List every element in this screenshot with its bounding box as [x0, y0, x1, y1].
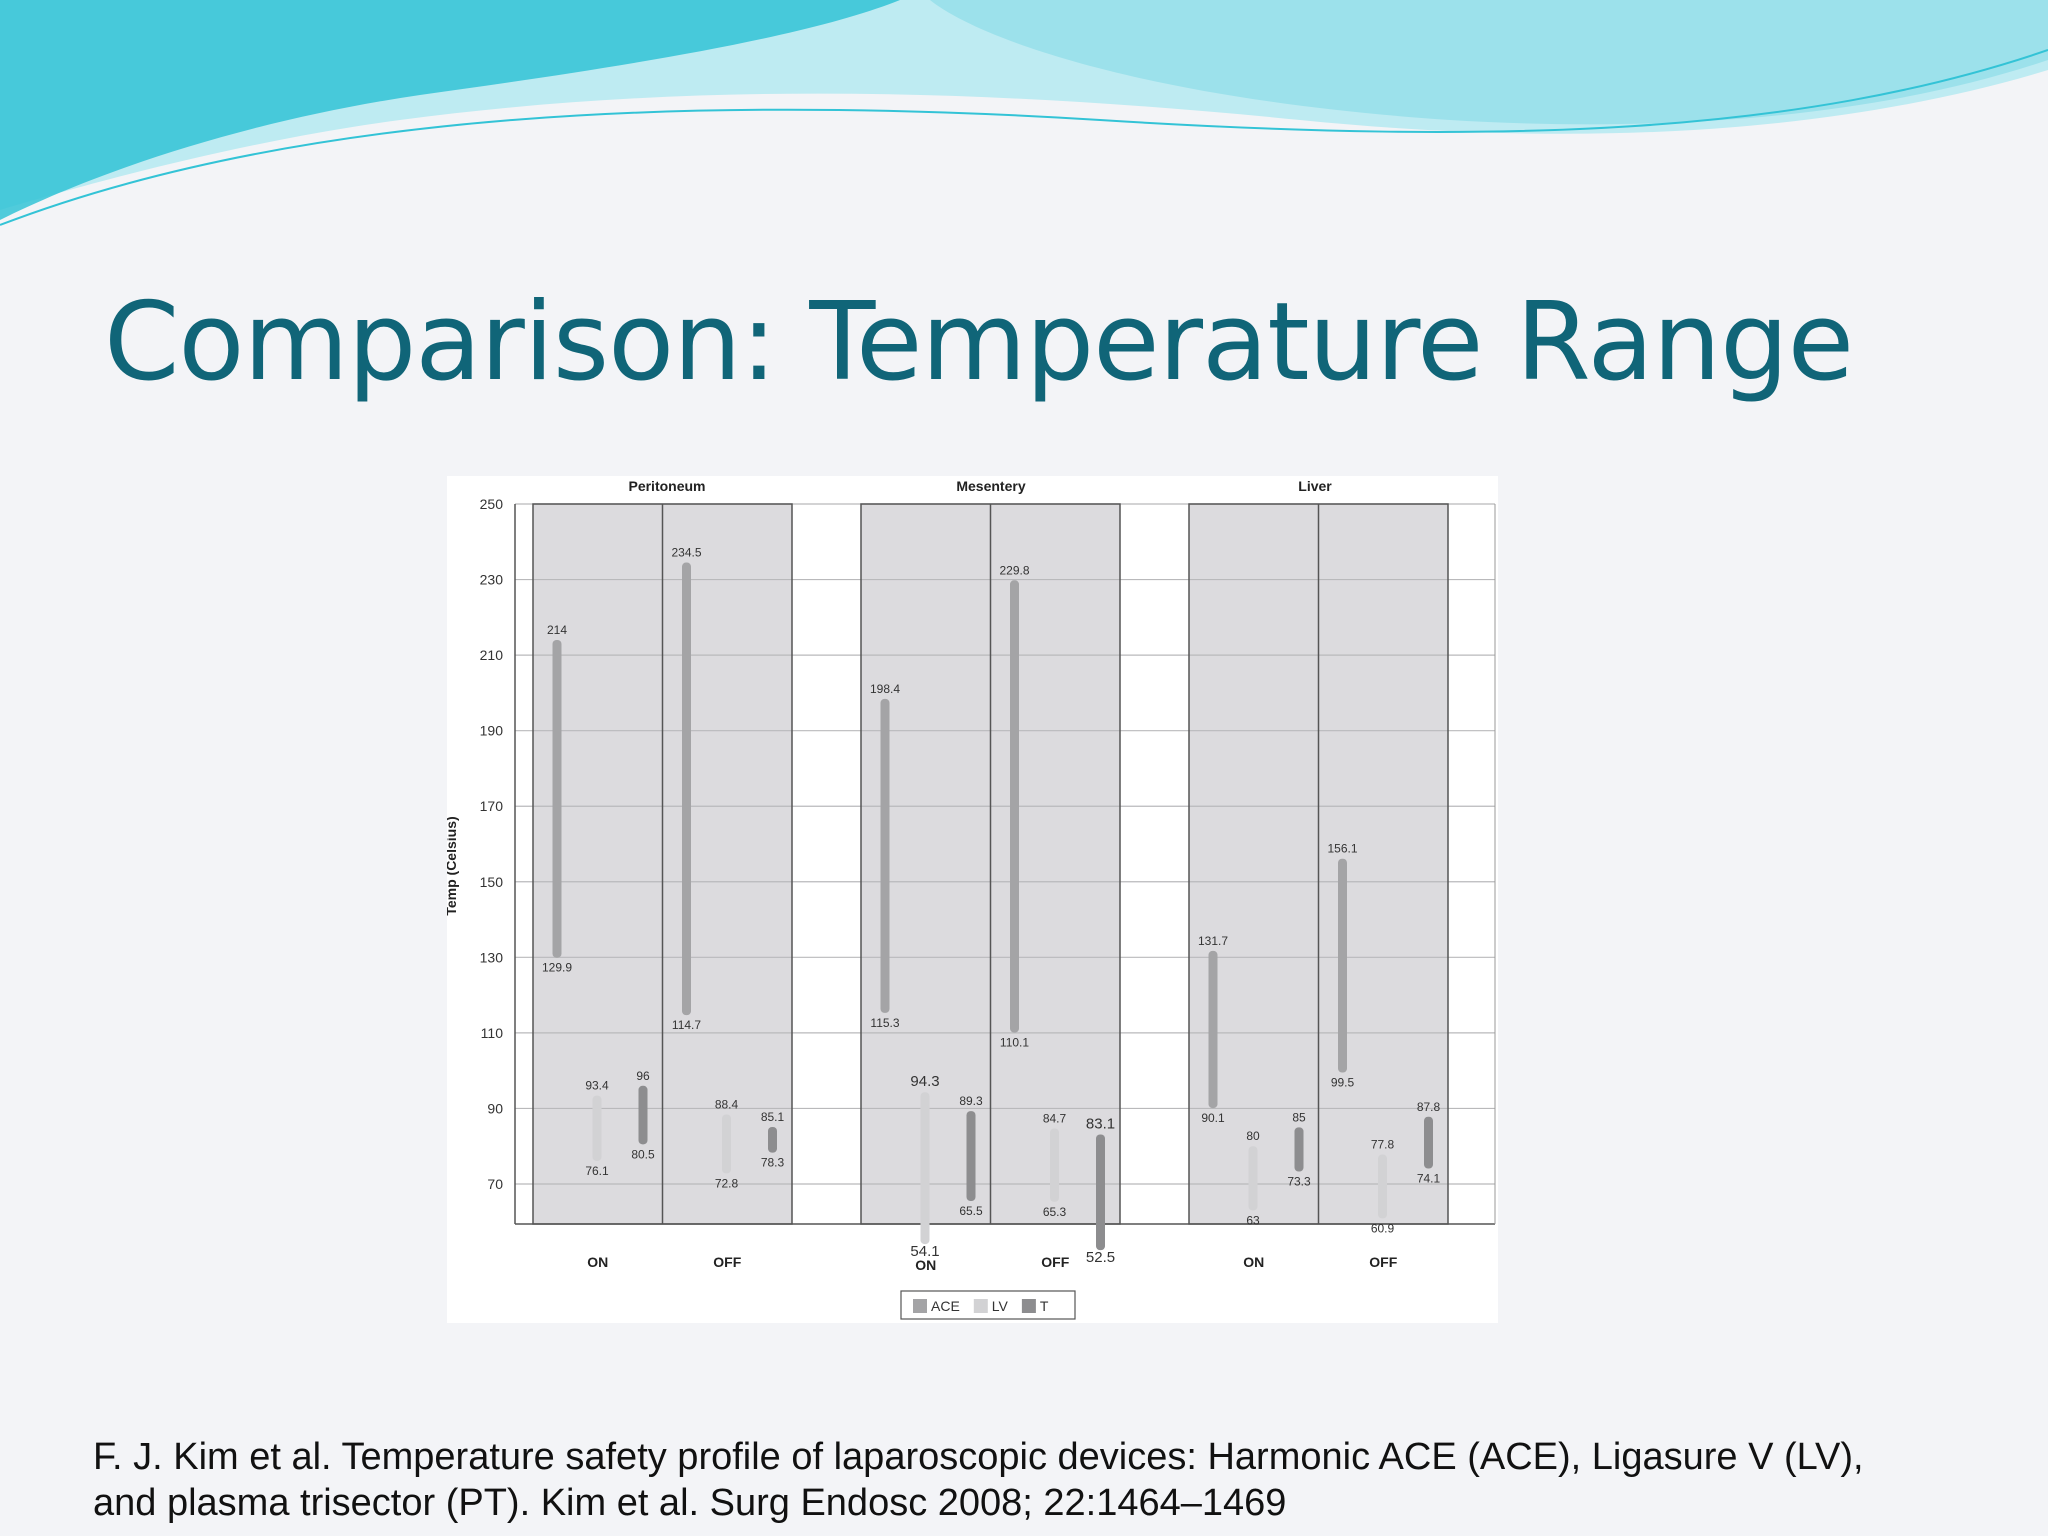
group-label-off: OFF: [713, 1254, 741, 1270]
data-label-max: 96: [636, 1069, 650, 1083]
data-label-min: 129.9: [542, 961, 572, 975]
chart-svg: 70 90 110 130 150 170 190 210 230 250 Peritoneum Me…: [447, 478, 1496, 1320]
group-label-off: OFF: [1369, 1254, 1397, 1270]
range-bar-ace: [1010, 580, 1019, 1033]
legend-label-t: T: [1040, 1298, 1049, 1314]
range-bar-t: [768, 1126, 777, 1153]
panel-title: Peritoneum: [628, 478, 705, 494]
data-label-min: 72.8: [715, 1176, 739, 1190]
y-tick-label: 250: [480, 496, 504, 512]
legend-label-ace: ACE: [931, 1298, 960, 1314]
range-bar-lv: [592, 1095, 602, 1161]
data-label-max: 80: [1246, 1129, 1260, 1143]
citation: F. J. Kim et al. Temperature safety prof…: [93, 1434, 2023, 1526]
range-bar-ace: [1338, 858, 1347, 1073]
y-axis-label: Temp (Celsius): [447, 816, 459, 915]
data-label-min: 63: [1246, 1213, 1260, 1227]
y-tick-label: 90: [487, 1100, 503, 1116]
range-bar-ace: [682, 562, 691, 1016]
group-label-on: ON: [587, 1254, 608, 1270]
y-tick-label: 70: [487, 1176, 503, 1192]
legend-swatch-lv: [973, 1299, 988, 1313]
data-label-min: 110.1: [1000, 1036, 1029, 1050]
range-bar-lv: [1378, 1154, 1387, 1219]
data-label-min: 78.3: [761, 1156, 785, 1170]
data-label-max: 85: [1292, 1110, 1306, 1124]
data-label-max: 85.1: [761, 1110, 785, 1124]
data-label-max: 83.1: [1086, 1116, 1115, 1133]
data-label-max: 214: [547, 623, 567, 637]
range-bar-t: [966, 1111, 976, 1201]
data-label-max: 198.4: [870, 682, 900, 696]
data-label-max: 156.1: [1327, 842, 1357, 856]
data-label-min: 73.3: [1287, 1175, 1311, 1189]
decorative-wave-banner: [0, 0, 2048, 226]
data-label-max: 93.4: [585, 1079, 609, 1093]
y-tick-label: 170: [480, 798, 504, 814]
range-bar-lv: [1050, 1128, 1059, 1202]
range-bar-t: [1096, 1134, 1105, 1251]
y-tick-label: 150: [480, 874, 504, 890]
range-bar-t: [638, 1085, 648, 1145]
data-label-max: 89.3: [959, 1094, 983, 1108]
legend-swatch-t: [1021, 1299, 1036, 1313]
data-label-min: 54.1: [910, 1243, 939, 1260]
data-label-max: 229.8: [999, 563, 1029, 577]
data-label-min: 52.5: [1086, 1249, 1115, 1266]
data-label-max: 94.3: [910, 1073, 939, 1090]
panel-title: Mesentery: [956, 478, 1025, 494]
group-label-on: ON: [915, 1257, 936, 1273]
data-label-min: 65.3: [1043, 1205, 1067, 1219]
banner-wave-left: [0, 0, 900, 220]
range-bar-ace: [552, 640, 562, 958]
range-bar-lv: [1248, 1146, 1258, 1211]
data-label-min: 115.3: [870, 1016, 899, 1030]
data-label-min: 65.5: [959, 1204, 983, 1218]
slide-title: Comparison: Temperature Range: [104, 280, 1854, 405]
data-label-min: 80.5: [631, 1147, 655, 1161]
group-label-on: ON: [1243, 1254, 1264, 1270]
data-label-max: 84.7: [1043, 1111, 1067, 1125]
y-tick-label: 190: [480, 723, 504, 739]
y-tick-label: 230: [480, 572, 504, 588]
range-bar-ace: [880, 698, 890, 1013]
citation-line-2: and plasma trisector (PT). Kim et al. Su…: [93, 1482, 1287, 1524]
data-label-min: 74.1: [1417, 1172, 1441, 1186]
temperature-range-chart: 70 90 110 130 150 170 190 210 230 250 Peritoneum Me…: [447, 476, 1498, 1323]
y-tick-label: 110: [481, 1025, 504, 1041]
data-label-min: 60.9: [1371, 1221, 1395, 1235]
range-bar-t: [1424, 1116, 1433, 1169]
banner-wave-front: [0, 0, 2048, 125]
group-label-off: OFF: [1041, 1254, 1069, 1270]
y-tick-label: 130: [480, 949, 504, 965]
data-label-min: 114.7: [672, 1018, 701, 1032]
range-bar-ace: [1208, 950, 1218, 1109]
range-bar-t: [1294, 1127, 1304, 1172]
legend-label-lv: LV: [992, 1298, 1009, 1314]
citation-line-1: F. J. Kim et al. Temperature safety prof…: [93, 1436, 1864, 1478]
data-label-max: 234.5: [671, 546, 701, 560]
data-label-max: 131.7: [1198, 934, 1228, 948]
data-label-max: 87.8: [1417, 1100, 1441, 1114]
range-bar-lv: [920, 1092, 930, 1245]
data-label-max: 88.4: [715, 1097, 739, 1111]
panel-title: Liver: [1298, 478, 1332, 494]
data-label-min: 99.5: [1331, 1076, 1355, 1090]
banner-wave-line: [0, 49, 2048, 226]
legend-swatch-ace: [913, 1299, 927, 1313]
y-tick-label: 210: [480, 647, 504, 663]
data-label-min: 76.1: [585, 1164, 609, 1178]
data-label-max: 77.8: [1371, 1138, 1395, 1152]
data-label-min: 90.1: [1201, 1111, 1225, 1125]
range-bar-lv: [722, 1114, 731, 1174]
legend-box: [900, 1290, 1076, 1320]
